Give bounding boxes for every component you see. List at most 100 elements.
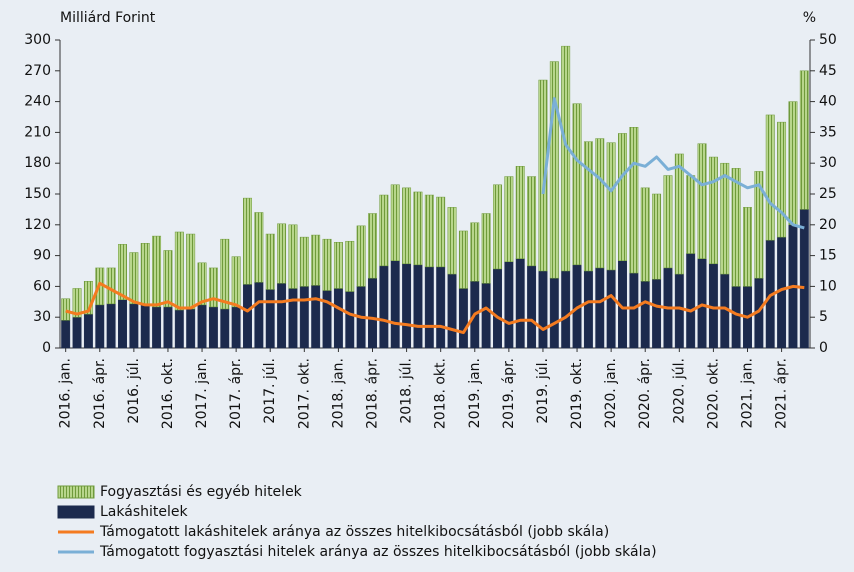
bar — [368, 213, 377, 279]
bar — [118, 244, 127, 300]
bar — [583, 270, 593, 349]
bar — [163, 250, 173, 308]
bar — [686, 253, 696, 349]
bar — [652, 193, 662, 280]
bar — [686, 175, 696, 254]
bar — [447, 207, 457, 275]
legend-label: Támogatott fogyasztási hitelek aránya az… — [99, 544, 657, 560]
legend-swatch — [57, 485, 95, 499]
x-tick-label: 2020. júl. — [671, 358, 687, 424]
bar — [152, 235, 162, 308]
bar — [708, 156, 718, 265]
x-tick-label: 2020. ápr. — [637, 358, 653, 429]
bar — [152, 306, 162, 349]
y-tick-label: 150 — [24, 186, 51, 202]
bar — [345, 291, 355, 349]
x-tick-label: 2018. jan. — [330, 358, 346, 428]
y2-axis-label: % — [803, 10, 816, 26]
y-tick-label: 300 — [24, 32, 51, 48]
x-tick-label: 2017. jan. — [194, 358, 210, 428]
x-tick-label: 2018. júl. — [399, 358, 415, 424]
bar — [424, 194, 434, 268]
bar — [220, 238, 230, 310]
y-tick-label: 210 — [24, 124, 51, 140]
y-tick-label: 180 — [24, 155, 51, 171]
y-tick-label: 30 — [33, 309, 51, 325]
bar — [470, 222, 480, 282]
y-axis-label: Milliárd Forint — [60, 10, 156, 26]
bar — [61, 320, 71, 349]
bar — [197, 262, 207, 306]
y2-tick-label: 0 — [819, 340, 828, 356]
bar — [572, 103, 582, 266]
line — [541, 97, 805, 230]
bar — [106, 267, 116, 305]
bar — [95, 304, 105, 349]
bar — [333, 242, 343, 289]
bar — [629, 272, 639, 349]
x-tick-label: 2021. jan. — [740, 358, 756, 428]
x-tick-label: 2019. ápr. — [501, 358, 517, 429]
bar — [583, 141, 593, 272]
bar — [118, 299, 127, 349]
x-tick-label: 2021. ápr. — [774, 358, 790, 429]
bar — [140, 304, 150, 349]
bar — [83, 313, 93, 349]
bar — [447, 273, 457, 349]
bar — [515, 258, 525, 349]
bar — [299, 236, 309, 287]
bar — [174, 309, 184, 349]
bar — [277, 223, 287, 284]
x-tick-label: 2016. jan. — [58, 358, 74, 428]
y2-tick-label: 30 — [819, 155, 837, 171]
bar — [538, 79, 548, 272]
bar — [720, 162, 730, 275]
y-tick-label: 270 — [24, 63, 51, 79]
bar — [186, 308, 196, 349]
bar — [379, 265, 389, 349]
x-tick-label: 2016. okt. — [160, 358, 176, 429]
bar — [424, 266, 434, 349]
x-tick-label: 2016. ápr. — [92, 358, 108, 429]
bar — [595, 138, 605, 269]
bar — [322, 238, 332, 291]
bar — [72, 316, 82, 349]
bar — [697, 258, 707, 349]
bar — [174, 231, 184, 311]
bar — [799, 209, 809, 349]
bar — [220, 308, 230, 349]
legend-label: Lakáshitelek — [100, 504, 188, 520]
bar — [561, 45, 571, 272]
bar — [754, 171, 764, 279]
bar — [595, 267, 605, 349]
bar — [413, 191, 423, 266]
bar — [504, 261, 514, 349]
bar — [458, 288, 468, 349]
x-tick-label: 2017. okt. — [296, 358, 312, 429]
bar — [731, 286, 741, 349]
bar — [197, 304, 207, 349]
bar — [402, 263, 412, 349]
y2-tick-label: 45 — [819, 63, 837, 79]
bar — [663, 175, 673, 269]
legend-label: Fogyasztási és egyéb hitelek — [100, 484, 303, 500]
bar — [333, 288, 343, 349]
bar — [61, 298, 71, 321]
bar — [743, 207, 752, 287]
x-tick-label: 2019. júl. — [535, 358, 551, 424]
x-tick-label: 2020. okt. — [705, 358, 721, 429]
x-tick-label: 2018. ápr. — [365, 358, 381, 429]
bar — [390, 184, 400, 261]
bar — [629, 127, 639, 274]
bar — [390, 260, 400, 349]
x-tick-label: 2017. ápr. — [228, 358, 244, 429]
bar — [129, 303, 139, 349]
bar — [674, 273, 684, 349]
y2-tick-label: 50 — [819, 32, 837, 48]
bar — [413, 264, 423, 349]
x-tick-label: 2017. júl. — [262, 358, 278, 424]
bar — [652, 278, 662, 349]
bar — [504, 176, 514, 263]
bar — [277, 283, 287, 349]
